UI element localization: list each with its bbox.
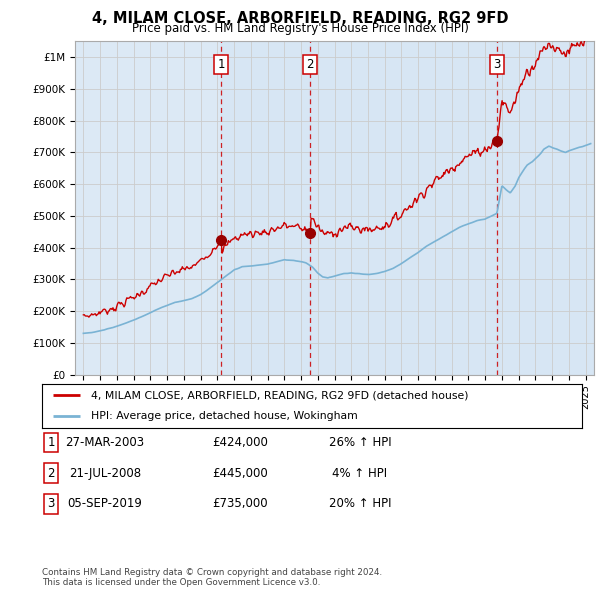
Text: £735,000: £735,000 (212, 497, 268, 510)
Text: 3: 3 (47, 497, 55, 510)
Text: 4, MILAM CLOSE, ARBORFIELD, READING, RG2 9FD: 4, MILAM CLOSE, ARBORFIELD, READING, RG2… (92, 11, 508, 25)
Bar (497, 41, 594, 375)
Text: 21-JUL-2008: 21-JUL-2008 (69, 467, 141, 480)
Text: 27-MAR-2003: 27-MAR-2003 (65, 436, 145, 449)
Text: HPI: Average price, detached house, Wokingham: HPI: Average price, detached house, Woki… (91, 411, 358, 421)
Text: 26% ↑ HPI: 26% ↑ HPI (329, 436, 391, 449)
Text: Price paid vs. HM Land Registry's House Price Index (HPI): Price paid vs. HM Land Registry's House … (131, 22, 469, 35)
Text: 4, MILAM CLOSE, ARBORFIELD, READING, RG2 9FD (detached house): 4, MILAM CLOSE, ARBORFIELD, READING, RG2… (91, 391, 468, 401)
Text: 1: 1 (217, 58, 225, 71)
Text: £445,000: £445,000 (212, 467, 268, 480)
Text: 05-SEP-2019: 05-SEP-2019 (68, 497, 142, 510)
Text: Contains HM Land Registry data © Crown copyright and database right 2024.
This d: Contains HM Land Registry data © Crown c… (42, 568, 382, 587)
Text: 3: 3 (493, 58, 500, 71)
Text: 4% ↑ HPI: 4% ↑ HPI (332, 467, 388, 480)
Text: 20% ↑ HPI: 20% ↑ HPI (329, 497, 391, 510)
Text: 2: 2 (307, 58, 314, 71)
Text: £424,000: £424,000 (212, 436, 268, 449)
Bar (221, 41, 310, 375)
Bar (310, 41, 497, 375)
Text: 2: 2 (47, 467, 55, 480)
Text: 1: 1 (47, 436, 55, 449)
